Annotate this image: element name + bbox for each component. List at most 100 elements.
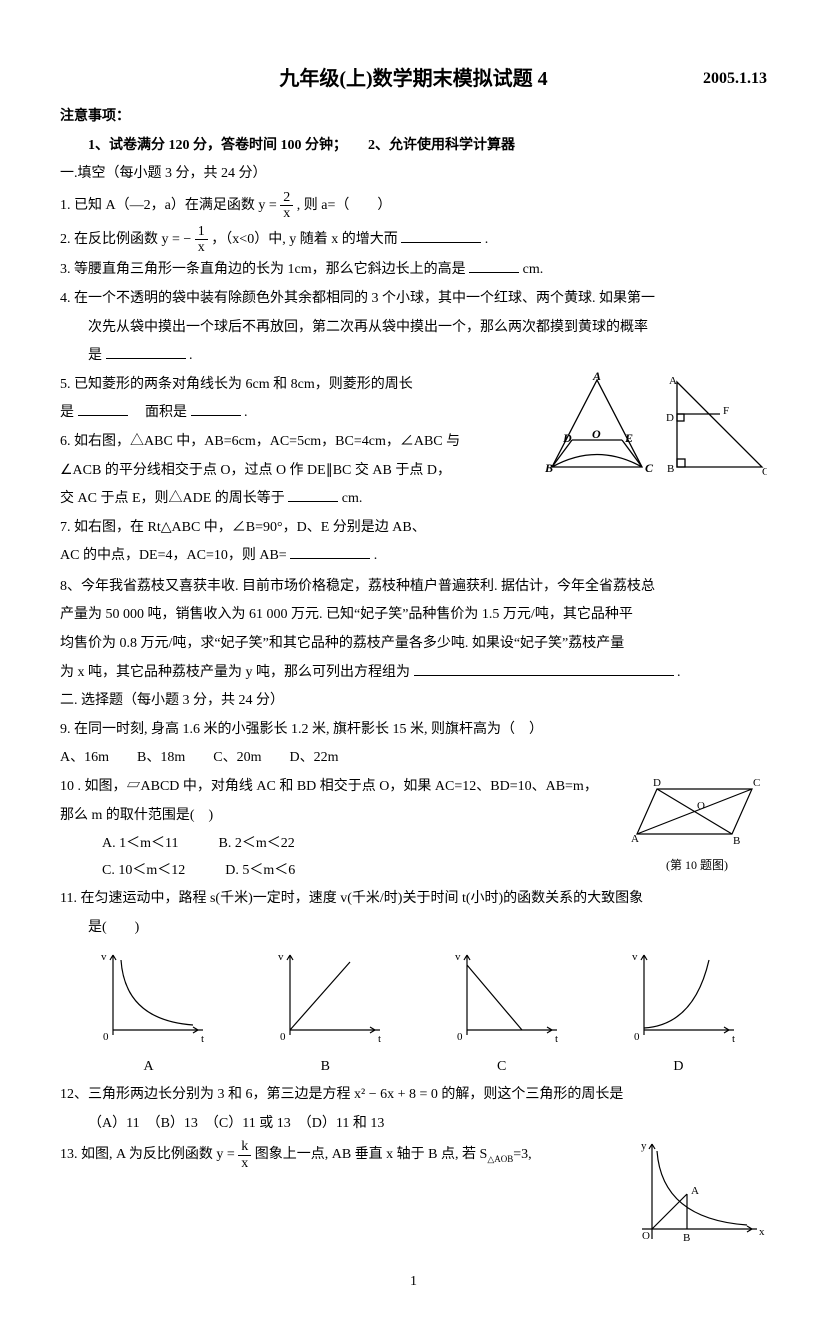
q11-graph-labels: A B C D: [60, 1054, 767, 1081]
q5-blank1: [78, 401, 128, 416]
lbl-B: B: [544, 461, 553, 475]
gC-t: t: [555, 1033, 558, 1045]
section-1-title: 一.填空（每小题 3 分，共 24 分）: [60, 161, 767, 188]
q10-optB: B. 2＜m＜22: [218, 831, 294, 858]
q8-blank: [414, 661, 674, 676]
q11-label-B: B: [321, 1054, 330, 1081]
q7-blank: [290, 544, 370, 559]
q1-fraction: 2 x: [280, 190, 293, 222]
section-2-title: 二. 选择题（每小题 3 分，共 24 分）: [60, 688, 767, 715]
q5-text-d: .: [244, 405, 248, 420]
graph-D: v t 0: [614, 950, 744, 1050]
lbl-C2: C: [762, 466, 767, 478]
q8-text-e: .: [677, 665, 681, 680]
q13-O: O: [642, 1230, 650, 1242]
gB-0: 0: [280, 1031, 286, 1043]
q3-text-b: cm.: [523, 262, 544, 277]
q3-blank: [469, 258, 519, 273]
q4-text-d: .: [189, 348, 193, 363]
page-number: 1: [60, 1269, 767, 1296]
question-4-line2: 次先从袋中摸出一个球后不再放回，第二次再从袋中摸出一个，那么两次都摸到黄球的概率: [60, 315, 767, 342]
p-A: A: [631, 833, 639, 845]
question-4-line3: 是 .: [60, 343, 767, 370]
lbl-F: F: [723, 405, 729, 417]
q13-fraction: k x: [238, 1139, 251, 1171]
question-11-line2: 是( ): [60, 915, 767, 942]
q2-text-c: .: [485, 232, 489, 247]
q7-text-c: .: [374, 548, 378, 563]
q13-A: A: [691, 1185, 699, 1197]
q2-text-b: ，（x<0）中, y 随着 x 的增大而: [211, 232, 397, 247]
q11-label-A: A: [144, 1054, 154, 1081]
gA-t: t: [201, 1033, 204, 1045]
triangle-figures: A B C D E O A B C F D: [537, 372, 767, 482]
question-12: 12、三角形两边长分别为 3 和 6，第三边是方程 x² − 6x + 8 = …: [60, 1082, 767, 1109]
question-8-line2: 产量为 50 000 吨，销售收入为 61 000 万元. 已知“妃子笑”品种售…: [60, 602, 767, 629]
q10-optA: A. 1＜m＜11: [102, 831, 178, 858]
lbl-O: O: [592, 427, 601, 441]
question-12-options: （A）11 （B）13 （C）11 或 13 （D）11 和 13: [60, 1111, 767, 1138]
q1-frac-num: 2: [280, 190, 293, 206]
graph-A: v t 0: [83, 950, 213, 1050]
q10-optD: D. 5＜m＜6: [225, 858, 295, 885]
p-D: D: [653, 777, 661, 789]
question-11-line1: 11. 在匀速运动中，路程 s(千米)一定时，速度 v(千米/时)关于时间 t(…: [60, 886, 767, 913]
q10-caption: (第 10 题图): [627, 854, 767, 877]
question-3: 3. 等腰直角三角形一条直角边的长为 1cm，那么它斜边长上的高是 cm.: [60, 257, 767, 284]
notice-label: 注意事项：: [60, 104, 767, 131]
q8-text-d: 为 x 吨，其它品种荔枝产量为 y 吨，那么可列出方程组为: [60, 665, 410, 680]
lbl-A2: A: [669, 375, 677, 387]
p-C: C: [753, 777, 760, 789]
inverse-graph: x y O A B: [627, 1139, 767, 1249]
lbl-A: A: [592, 372, 601, 383]
q2-fraction: 1 x: [195, 224, 208, 256]
gD-0: 0: [634, 1031, 640, 1043]
question-6-line3: 交 AC 于点 E，则△ADE 的周长等于 cm.: [60, 486, 767, 513]
question-8-line4: 为 x 吨，其它品种荔枝产量为 y 吨，那么可列出方程组为 .: [60, 660, 767, 687]
lbl-D: D: [562, 431, 572, 445]
q6-q7-figures: A B C D E O A B C F D: [537, 372, 767, 482]
page-date: 2005.1.13: [703, 64, 767, 94]
q6-text-d: cm.: [342, 491, 363, 506]
parallelogram-figure: D C A B O: [627, 774, 767, 854]
question-8-line1: 8、今年我省荔枝又喜获丰收. 目前市场价格稳定，荔枝种植户普遍获利. 据估计，今…: [60, 574, 767, 601]
gC-v: v: [455, 951, 461, 963]
gB-v: v: [278, 951, 284, 963]
q3-text-a: 3. 等腰直角三角形一条直角边的长为 1cm，那么它斜边长上的高是: [60, 262, 466, 277]
question-7-line1: 7. 如右图，在 Rt△ABC 中，∠B=90°，D、E 分别是边 AB、: [60, 515, 767, 542]
q13-sub: △AOB: [487, 1154, 513, 1164]
q2-text-a: 2. 在反比例函数 y = −: [60, 232, 195, 247]
q11-graphs: v t 0 v t 0 v t 0: [60, 950, 767, 1050]
page-title: 九年级(上)数学期末模拟试题 4: [279, 60, 547, 98]
q10-optC: C. 10＜m＜12: [102, 858, 185, 885]
q13-text-b: 图象上一点, AB 垂直 x 轴于 B 点, 若 S: [255, 1147, 488, 1162]
q13-B: B: [683, 1232, 690, 1244]
question-2: 2. 在反比例函数 y = − 1 x ，（x<0）中, y 随着 x 的增大而…: [60, 224, 767, 256]
q2-blank: [401, 228, 481, 243]
q2-frac-num: 1: [195, 224, 208, 240]
q6-blank: [288, 487, 338, 502]
q13-x: x: [759, 1226, 765, 1238]
q2-frac-den: x: [195, 240, 208, 255]
question-1: 1. 已知 A（—2，a）在满足函数 y = 2 x , 则 a=（ ）: [60, 190, 767, 222]
q13-text-c: =3,: [513, 1147, 531, 1162]
p-O: O: [697, 800, 705, 812]
q11-label-D: D: [673, 1054, 683, 1081]
gB-t: t: [378, 1033, 381, 1045]
q11-label-C: C: [497, 1054, 506, 1081]
q6-text-c: 交 AC 于点 E，则△ADE 的周长等于: [60, 491, 285, 506]
gA-v: v: [101, 951, 107, 963]
question-9-options: A、16m B、18m C、20m D、22m: [60, 745, 767, 772]
gD-t: t: [732, 1033, 735, 1045]
lbl-B2: B: [667, 463, 674, 475]
question-7-line2: AC 的中点，DE=4，AC=10，则 AB= .: [60, 543, 767, 570]
question-8-line3: 均售价为 0.8 万元/吨，求“妃子笑”和其它品种的荔枝产量各多少吨. 如果设“…: [60, 631, 767, 658]
gD-v: v: [632, 951, 638, 963]
q13-text-a: 13. 如图, A 为反比例函数 y =: [60, 1147, 238, 1162]
lbl-C: C: [645, 461, 654, 475]
graph-C: v t 0: [437, 950, 567, 1050]
q13-frac-num: k: [238, 1139, 251, 1155]
lbl-E: E: [624, 431, 633, 445]
lbl-D2: D: [666, 412, 674, 424]
notice-rules: 1、试卷满分 120 分，答卷时间 100 分钟； 2、允许使用科学计算器: [60, 133, 767, 160]
